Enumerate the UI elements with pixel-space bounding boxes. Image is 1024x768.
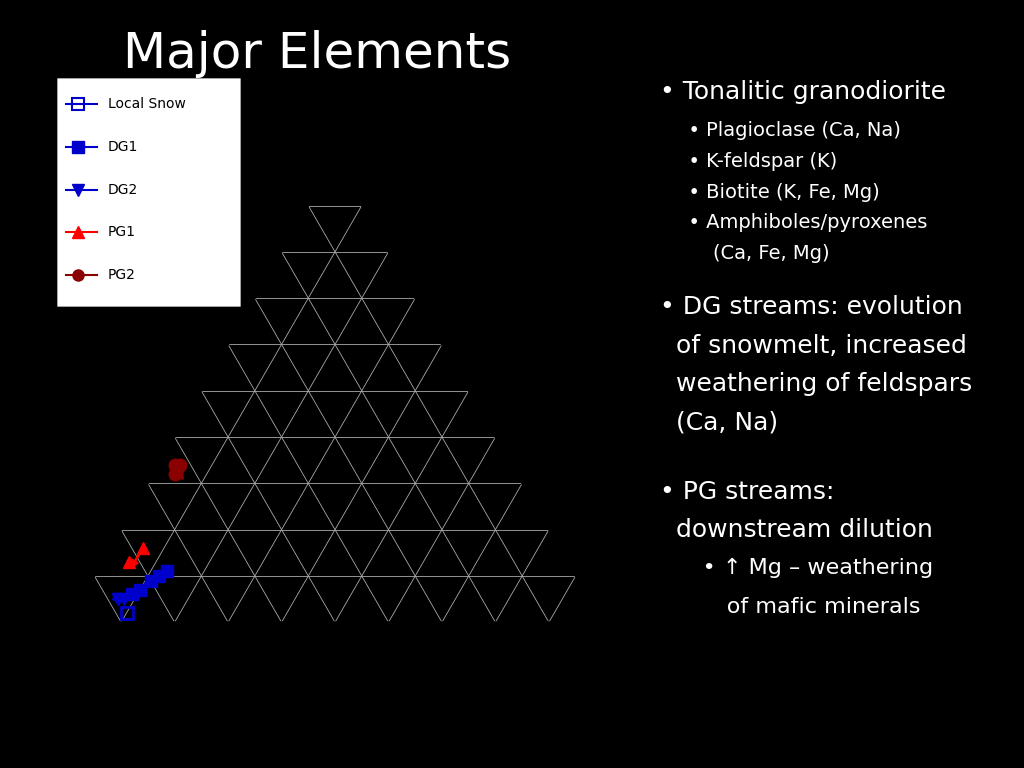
Text: (Ca, Na): (Ca, Na): [660, 410, 778, 435]
Text: 100: 100: [627, 617, 647, 627]
Text: 50: 50: [328, 652, 342, 662]
Text: 40: 40: [274, 652, 289, 662]
Text: • Tonalitic granodiorite: • Tonalitic granodiorite: [660, 80, 946, 104]
Text: 90: 90: [75, 561, 89, 571]
Text: 30: 30: [439, 293, 454, 303]
Text: 40: 40: [466, 339, 480, 349]
Text: PG1: PG1: [108, 225, 136, 240]
Text: 70: 70: [436, 283, 451, 293]
Text: 30: 30: [403, 617, 418, 627]
Text: 100: 100: [23, 617, 44, 627]
Text: 0: 0: [332, 133, 339, 143]
Text: 50: 50: [490, 376, 504, 386]
Text: Major Elements: Major Elements: [123, 30, 512, 78]
Text: 40: 40: [209, 329, 223, 339]
Text: 10: 10: [511, 617, 525, 627]
Text: 100: 100: [592, 652, 612, 662]
Text: 80: 80: [136, 617, 151, 627]
Text: DG1: DG1: [108, 140, 138, 154]
Text: downstream dilution: downstream dilution: [660, 518, 933, 542]
Text: of snowmelt, increased: of snowmelt, increased: [660, 333, 968, 358]
Text: • Plagioclase (Ca, Na): • Plagioclase (Ca, Na): [676, 121, 901, 140]
Text: weathering of feldspars: weathering of feldspars: [660, 372, 973, 396]
Text: 60: 60: [463, 329, 477, 339]
Text: 60: 60: [156, 422, 169, 432]
Text: 20: 20: [458, 617, 471, 627]
Text: %Mg: %Mg: [310, 114, 359, 133]
Text: 20: 20: [570, 515, 585, 525]
Text: 80: 80: [410, 237, 424, 247]
Text: • Amphiboles/pyroxenes: • Amphiboles/pyroxenes: [676, 214, 927, 232]
Text: 10: 10: [597, 561, 611, 571]
Text: • DG streams: evolution: • DG streams: evolution: [660, 295, 964, 319]
Text: PG2: PG2: [108, 268, 136, 282]
Text: 70: 70: [435, 652, 449, 662]
Text: 70: 70: [546, 478, 560, 488]
Text: %Ca: %Ca: [51, 660, 95, 677]
Text: 60: 60: [382, 652, 395, 662]
Text: %Na+K: %Na+K: [545, 660, 618, 677]
Text: of mafic minerals: of mafic minerals: [684, 597, 921, 617]
Text: 0: 0: [65, 652, 72, 662]
Text: 30: 30: [544, 468, 557, 478]
Text: 90: 90: [600, 571, 613, 581]
Text: 20: 20: [413, 247, 427, 257]
Text: 80: 80: [573, 525, 587, 535]
Text: • K-feldspar (K): • K-feldspar (K): [676, 152, 837, 170]
Text: 90: 90: [83, 617, 97, 627]
Text: 60: 60: [244, 617, 257, 627]
Text: 80: 80: [488, 652, 503, 662]
Text: 70: 70: [128, 468, 142, 478]
Text: 50: 50: [493, 386, 507, 396]
Text: 90: 90: [383, 190, 397, 200]
Text: 20: 20: [262, 237, 276, 247]
Text: 10: 10: [289, 190, 303, 200]
Text: Local Snow: Local Snow: [108, 98, 185, 111]
Text: 50: 50: [182, 376, 196, 386]
Text: • Biotite (K, Fe, Mg): • Biotite (K, Fe, Mg): [676, 183, 880, 201]
Text: 40: 40: [517, 422, 530, 432]
Text: 50: 50: [297, 617, 311, 627]
Text: 10: 10: [386, 200, 399, 210]
Text: 40: 40: [350, 617, 365, 627]
Text: 60: 60: [519, 432, 534, 442]
Text: DG2: DG2: [108, 183, 138, 197]
Text: 90: 90: [542, 652, 556, 662]
Text: 30: 30: [221, 652, 236, 662]
Text: • ↑ Mg – weathering: • ↑ Mg – weathering: [674, 558, 933, 578]
Text: 10: 10: [114, 652, 128, 662]
Text: 20: 20: [168, 652, 181, 662]
Text: 0: 0: [624, 607, 631, 617]
Text: 80: 80: [101, 515, 116, 525]
Text: 70: 70: [189, 617, 204, 627]
Text: (Ca, Fe, Mg): (Ca, Fe, Mg): [688, 244, 829, 263]
Text: 30: 30: [236, 283, 250, 293]
Text: • PG streams:: • PG streams:: [660, 479, 835, 504]
